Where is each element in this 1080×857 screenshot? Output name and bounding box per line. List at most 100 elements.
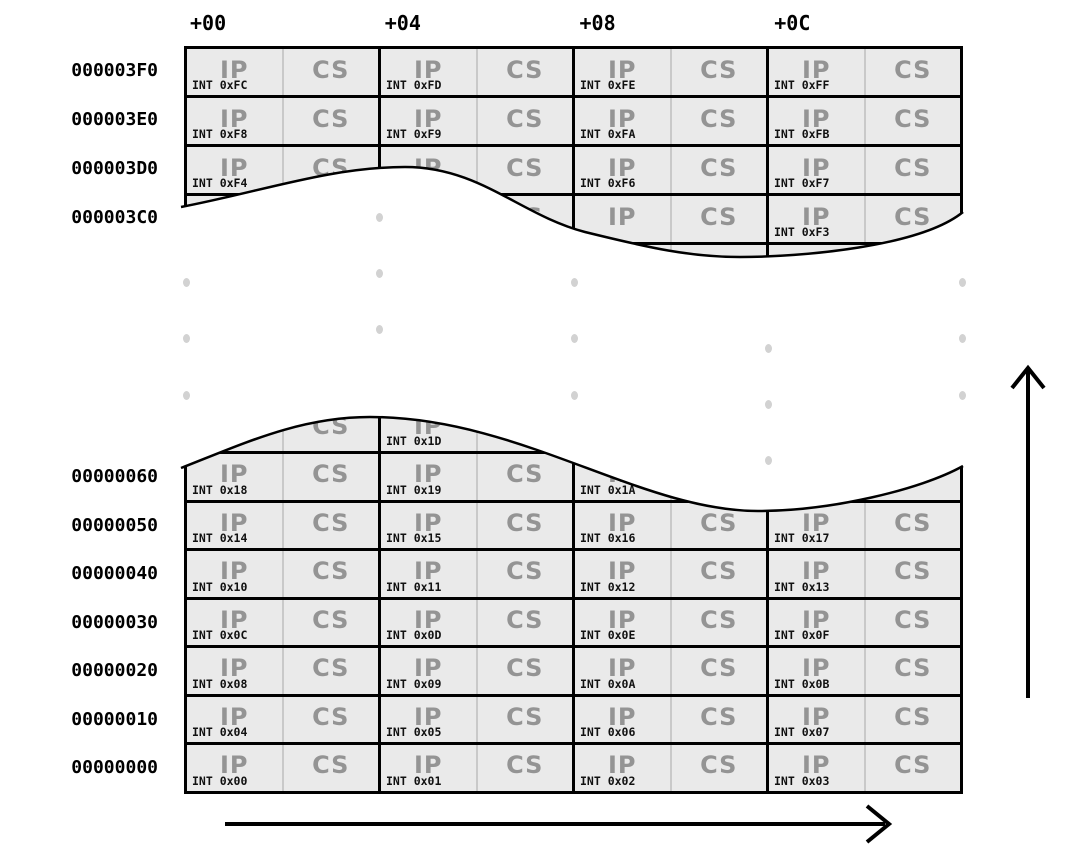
cs-label: CS — [506, 702, 544, 731]
vector-entry: IP INT 0x0E CS — [572, 599, 766, 645]
address-label: 00000000 — [71, 757, 158, 778]
ip-label: IP — [607, 751, 637, 780]
cs-label: CS — [894, 557, 932, 586]
ip-label: IP — [801, 411, 831, 440]
ip-field: IP INT 0xF6 — [575, 147, 670, 193]
cs-field — [669, 245, 766, 263]
int-number-label: INT 0x0C — [192, 628, 248, 642]
ellipsis-dot — [959, 334, 966, 343]
cs-label: CS — [894, 605, 932, 634]
cs-field: CS — [281, 502, 378, 548]
int-number-label: INT 0x0F — [774, 628, 830, 642]
ellipsis-dot — [765, 400, 772, 409]
address-label: 000003E0 — [71, 109, 158, 130]
int-number-label: INT 0xF7 — [774, 176, 830, 190]
ip-field: IP INT 0x18 — [187, 454, 282, 500]
vector-entry: IP INT 0xF4 CS — [187, 147, 378, 193]
table-row: IP INT 0x04 CS IP INT 0x05 CS IP INT 0x06 CS IP IN… — [187, 696, 960, 745]
vector-entry: IP INT 0x18 CS — [187, 454, 378, 500]
ip-field: IP INT 0x0D — [381, 599, 476, 645]
table-row: IP CS IP INT 0x1D CS IP CS IP CS — [187, 405, 960, 454]
int-number-label: INT 0x17 — [774, 531, 830, 545]
table-row: IP INT 0x00 CS IP INT 0x01 CS IP INT 0x02 CS IP IN… — [187, 745, 960, 794]
vector-entry: IP INT 0x11 CS — [378, 551, 572, 597]
address-label: 000003D0 — [71, 158, 158, 179]
cs-label: CS — [506, 654, 544, 683]
int-number-label: INT 0xFB — [774, 127, 830, 141]
int-number-label: INT 0x0D — [386, 628, 442, 642]
ellipsis-dot — [959, 391, 966, 400]
ellipsis-dot — [571, 278, 578, 287]
ellipsis-dot — [571, 391, 578, 400]
ellipsis-dot — [183, 334, 190, 343]
cs-field: CS — [863, 648, 960, 694]
ip-field: IP INT 0x0F — [769, 599, 864, 645]
cs-field: CS — [475, 196, 572, 242]
cs-field: CS — [669, 696, 766, 742]
ip-label: IP — [219, 104, 249, 133]
cs-label: CS — [312, 460, 350, 489]
ip-field: IP INT 0xF8 — [187, 98, 282, 144]
cs-field: CS — [281, 551, 378, 597]
ip-field: IP INT 0x04 — [187, 696, 282, 742]
vector-entry — [572, 245, 766, 263]
cs-field: CS — [475, 599, 572, 645]
ip-field: IP — [575, 196, 670, 242]
ip-label: IP — [607, 605, 637, 634]
ip-label: IP — [413, 55, 443, 84]
ellipsis-dot — [376, 325, 383, 334]
ip-field: IP INT 0xF3 — [769, 196, 864, 242]
vector-entry: IP INT 0x06 CS — [572, 696, 766, 742]
ellipsis-dot — [183, 391, 190, 400]
int-number-label: INT 0xFF — [774, 78, 830, 92]
table-row: IP CS IP CS IP CS IP INT 0xF3 CS — [187, 196, 960, 245]
ip-label: IP — [607, 202, 637, 231]
int-number-label: INT 0x02 — [580, 773, 636, 788]
vector-entry: IP INT 0x1D CS — [378, 405, 572, 451]
ip-label: IP — [219, 55, 249, 84]
ip-field: IP INT 0xFF — [769, 49, 864, 95]
cs-label: CS — [894, 702, 932, 731]
address-label: 00000010 — [71, 708, 158, 730]
ip-label: IP — [413, 605, 443, 634]
ip-label: IP — [607, 411, 637, 440]
int-number-label: INT 0x01 — [386, 773, 442, 788]
cs-label: CS — [312, 654, 350, 683]
ivt-upper-block: IP INT 0xFC CS IP INT 0xFD CS IP INT 0xFE CS IP IN… — [184, 46, 963, 263]
cs-field: CS — [669, 599, 766, 645]
int-number-label: INT 0x10 — [192, 579, 248, 594]
int-number-label: INT 0x11 — [386, 579, 442, 594]
cs-field: CS — [669, 405, 766, 451]
cs-field: CS — [863, 98, 960, 144]
cs-field: CS — [281, 98, 378, 144]
vector-entry: IP CS — [766, 454, 960, 500]
cs-label: CS — [312, 508, 350, 537]
cs-label: CS — [894, 460, 932, 489]
cs-label: CS — [506, 460, 544, 489]
cs-field: CS — [281, 49, 378, 95]
vector-entry: IP INT 0x14 CS — [187, 502, 378, 548]
ip-field: IP INT 0x14 — [187, 502, 282, 548]
cs-field: CS — [863, 147, 960, 193]
offset-header: +04 — [384, 11, 421, 35]
vector-entry: IP INT 0x10 CS — [187, 551, 378, 597]
cs-field — [281, 245, 378, 263]
int-number-label: INT 0xFA — [580, 127, 636, 141]
cs-label: CS — [506, 605, 544, 634]
ellipsis-dot — [571, 334, 578, 343]
address-label: 00000050 — [71, 514, 158, 536]
vector-entry: IP INT 0xF3 CS — [766, 196, 960, 242]
vector-entry: IP INT 0x0B CS — [766, 648, 960, 694]
cs-label: CS — [506, 557, 544, 586]
cs-label: CS — [312, 605, 350, 634]
int-number-label: INT 0xF3 — [774, 225, 830, 239]
cs-field: CS — [669, 502, 766, 548]
cs-field: CS — [475, 502, 572, 548]
vector-entry: IP INT 0xFD CS — [378, 49, 572, 95]
cs-label: CS — [894, 104, 932, 133]
vector-entry: IP INT 0x15 CS — [378, 502, 572, 548]
cs-label: CS — [312, 55, 350, 84]
cs-label: CS — [894, 153, 932, 182]
int-number-label: INT 0xFE — [580, 78, 636, 92]
ip-field: IP INT 0x1D — [381, 405, 476, 451]
